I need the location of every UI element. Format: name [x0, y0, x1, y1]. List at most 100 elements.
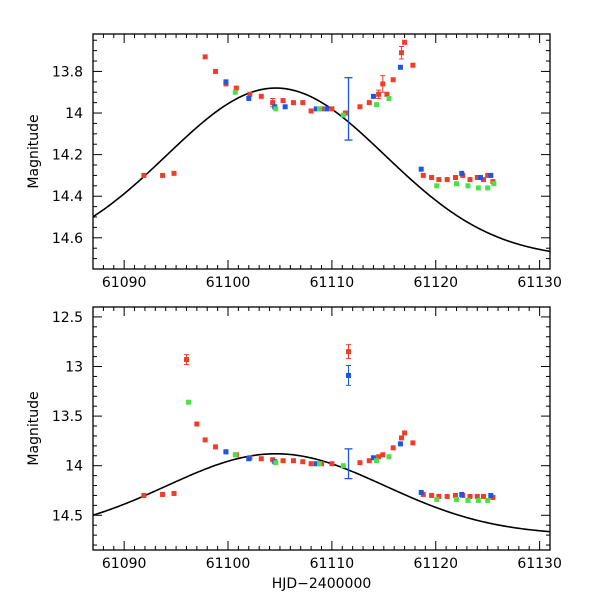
data-point-red	[376, 454, 382, 460]
data-point-red	[183, 357, 189, 363]
data-point-blue	[223, 79, 229, 85]
data-point-red	[171, 490, 177, 496]
data-point-red	[346, 349, 352, 355]
data-point-red	[160, 172, 166, 178]
data-point-green	[232, 452, 238, 458]
y-tick-label: 12.5	[52, 310, 83, 326]
data-point-green	[475, 185, 481, 191]
data-point-red	[280, 98, 286, 104]
data-point-red	[420, 172, 426, 178]
data-point-blue	[459, 491, 465, 497]
x-tick-label: 61130	[517, 275, 562, 291]
data-point-red	[290, 100, 296, 106]
data-point-red	[398, 50, 404, 56]
data-point-blue	[488, 492, 494, 498]
data-point-blue	[397, 441, 403, 447]
y-axis-label: Magnitude	[26, 114, 42, 188]
data-point-blue	[282, 104, 288, 110]
y-tick-label: 14	[65, 106, 83, 122]
x-tick-label: 61100	[206, 556, 251, 572]
data-point-green	[454, 496, 460, 502]
data-point-red	[376, 91, 382, 97]
data-point-red	[141, 492, 147, 498]
data-point-blue	[477, 174, 483, 180]
data-point-red	[270, 100, 276, 106]
data-point-red	[160, 491, 166, 497]
data-point-blue	[488, 172, 494, 178]
data-point-blue	[313, 461, 319, 467]
data-point-blue	[246, 95, 252, 101]
y-tick-label: 14.5	[52, 508, 83, 524]
top-panel: 61090 61100 61110 61120 61130 13.8 14 14.2 14.4 1…	[26, 33, 562, 291]
y-tick-label: 13	[65, 360, 83, 376]
data-point-green	[232, 89, 238, 95]
data-point-red	[329, 461, 335, 467]
data-point-blue	[346, 372, 352, 378]
data-point-green	[434, 496, 440, 502]
data-point-green	[491, 181, 497, 187]
y-tick-label: 14.2	[52, 148, 83, 164]
bottom-panel: 61090 61100 61110 61120 61130 12.5 13 13.5 14 14.…	[26, 306, 562, 592]
data-point-red	[202, 437, 208, 443]
data-point-green	[386, 95, 392, 101]
data-point-red	[452, 174, 458, 180]
data-point-red	[481, 493, 487, 499]
data-point-green	[465, 497, 471, 503]
data-point-red	[258, 93, 264, 99]
data-point-green	[386, 454, 392, 460]
data-point-red	[485, 172, 491, 178]
data-point-green	[454, 181, 460, 187]
model-curve	[92, 452, 551, 533]
data-point-green	[340, 463, 346, 469]
data-point-green	[374, 102, 380, 108]
y-tick-label: 13.8	[52, 64, 83, 80]
data-point-red	[357, 460, 363, 466]
y-tick-label: 14.6	[52, 231, 83, 247]
x-tick-label: 61090	[102, 275, 147, 291]
x-tick-label: 61090	[102, 556, 147, 572]
data-point-red	[467, 493, 473, 499]
data-point-red	[202, 54, 208, 60]
data-point-green	[434, 183, 440, 189]
data-point-red	[366, 458, 372, 464]
data-point-red	[247, 91, 253, 97]
data-point-red	[444, 493, 450, 499]
data-point-blue	[313, 106, 319, 112]
data-point-red	[280, 458, 286, 464]
x-tick-label: 61100	[206, 275, 251, 291]
data-point-green	[485, 185, 491, 191]
data-point-red	[390, 445, 396, 451]
data-point-red	[467, 177, 473, 183]
data-point-red	[390, 77, 396, 83]
data-point-green	[316, 461, 322, 467]
data-point-red	[141, 172, 147, 178]
data-point-red	[402, 39, 408, 45]
data-point-blue	[223, 449, 229, 455]
data-point-blue	[397, 64, 403, 70]
model-curve	[92, 87, 551, 253]
data-point-green	[273, 460, 279, 466]
data-point-red	[384, 91, 390, 97]
data-point-red	[429, 174, 435, 180]
data-point-blue	[418, 489, 424, 495]
data-point-red	[398, 435, 404, 441]
data-point-red	[308, 461, 314, 467]
data-point-red	[194, 421, 200, 427]
data-point-red	[171, 170, 177, 176]
data-point-blue	[459, 170, 465, 176]
data-point-blue	[418, 166, 424, 172]
data-point-red	[436, 493, 442, 499]
x-tick-label: 61120	[413, 275, 458, 291]
data-point-red	[233, 85, 239, 91]
data-point-blue	[246, 456, 252, 462]
data-point-red	[481, 177, 487, 183]
x-tick-label: 61120	[413, 556, 458, 572]
data-point-blue	[370, 93, 376, 99]
data-point-red	[429, 492, 435, 498]
data-point-green	[485, 497, 491, 503]
y-tick-label: 14	[65, 459, 83, 475]
x-tick-label: 61110	[310, 556, 355, 572]
data-point-red	[380, 81, 386, 87]
data-point-red	[357, 104, 363, 110]
